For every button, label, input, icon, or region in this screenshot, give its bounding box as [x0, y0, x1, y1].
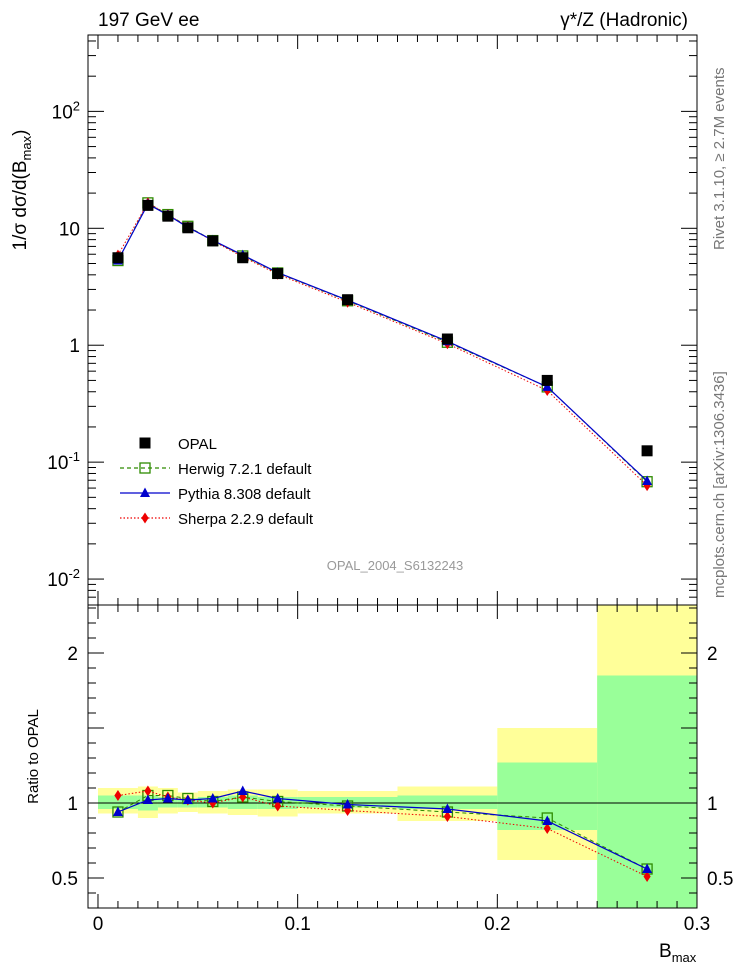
x-axis-label: Bmax — [659, 941, 697, 965]
data-point-data — [342, 294, 354, 306]
data-point-data — [207, 235, 219, 247]
y-tick-label: 1 — [69, 336, 80, 357]
process-label: γ*/Z (Hadronic) — [560, 10, 688, 31]
legend-label-data: OPAL — [178, 436, 217, 453]
mcplots-credit-label: mcplots.cern.ch [arXiv:1306.3436] — [711, 371, 728, 598]
ratio-point-pythia — [112, 806, 123, 816]
main-panel: 10-2 10-1 1 10 102 1/σ dσ/d(Bmax) — [10, 34, 698, 606]
data-point-pythia — [642, 475, 653, 485]
legend-marker-herwig — [139, 462, 151, 474]
ratio-point-sherpa — [543, 823, 551, 834]
legend-label-sherpa: Sherpa 2.2.9 default — [178, 511, 314, 528]
x-tick-label: 0.2 — [484, 914, 510, 935]
uncertainty-band-inner — [397, 795, 498, 809]
uncertainty-band-inner — [97, 795, 138, 809]
ratio-point-sherpa — [114, 790, 122, 801]
ratio-point-sherpa — [144, 785, 152, 797]
ratio-point-sherpa — [274, 800, 282, 812]
ratio-point-pythia — [162, 793, 173, 803]
data-point-data — [237, 252, 249, 264]
legend-label-herwig: Herwig 7.2.1 default — [178, 461, 312, 478]
ratio-frame — [87, 604, 698, 909]
data-point-data — [541, 374, 553, 386]
x-tick-label: 0 — [93, 914, 104, 935]
energy-label: 197 GeV ee — [98, 10, 199, 31]
legend-marker-sherpa — [141, 512, 149, 524]
ratio-y-tick-label-right: 2 — [707, 644, 718, 665]
data-point-data — [272, 268, 284, 280]
ratio-point-pythia — [342, 799, 353, 809]
ratio-y-tick-label-right: 1 — [707, 794, 718, 815]
x-tick-label: 0.1 — [284, 914, 310, 935]
ratio-y-axis-label: Ratio to OPAL — [25, 709, 42, 804]
ratio-y-tick-label-right: 0.5 — [707, 869, 733, 890]
ratio-point-sherpa — [443, 811, 452, 822]
ratio-point-pythia — [272, 793, 283, 803]
legend-marker-pythia — [140, 487, 150, 497]
ratio-y-tick-label-left: 2 — [67, 644, 78, 665]
ratio-point-pythia — [542, 815, 553, 825]
rivet-version-label: Rivet 3.1.10, ≥ 2.7M events — [711, 68, 728, 251]
legend-label-pythia: Pythia 8.308 default — [178, 486, 311, 503]
legend: OPAL Herwig 7.2.1 default Pythia 8.308 def… — [120, 436, 314, 528]
ratio-panel: 0.5 0.5 1 1 2 2 0 0.1 0.2 0.3 Ratio to OPAL Bmax — [25, 604, 733, 965]
ratio-point-sherpa — [643, 871, 651, 882]
legend-marker-data — [139, 437, 151, 449]
ratio-point-pythia — [207, 793, 218, 803]
data-point-data — [182, 222, 194, 234]
data-point-data — [142, 199, 154, 211]
x-tick-label: 0.3 — [684, 914, 710, 935]
ratio-y-tick-label-left: 0.5 — [52, 869, 78, 890]
ratio-y-tick-label-left: 1 — [67, 794, 78, 815]
ratio-point-pythia — [142, 794, 153, 804]
y-tick-label: 102 — [52, 98, 80, 123]
ratio-point-pythia — [642, 863, 653, 873]
data-point-data — [162, 210, 174, 222]
y-axis-label: 1/σ dσ/d(Bmax) — [10, 130, 34, 251]
data-point-data — [112, 252, 124, 264]
ratio-point-pythia — [442, 803, 453, 813]
y-tick-label: 10-2 — [47, 566, 80, 591]
y-tick-label: 10-1 — [47, 449, 80, 474]
data-point-data — [441, 333, 453, 345]
data-point-data — [641, 445, 653, 457]
ratio-point-pythia — [237, 785, 248, 795]
y-tick-label: 10 — [59, 219, 80, 240]
analysis-id-label: OPAL_2004_S6132243 — [327, 558, 463, 573]
ratio-point-pythia — [182, 794, 193, 804]
data-point-pythia — [542, 381, 553, 391]
